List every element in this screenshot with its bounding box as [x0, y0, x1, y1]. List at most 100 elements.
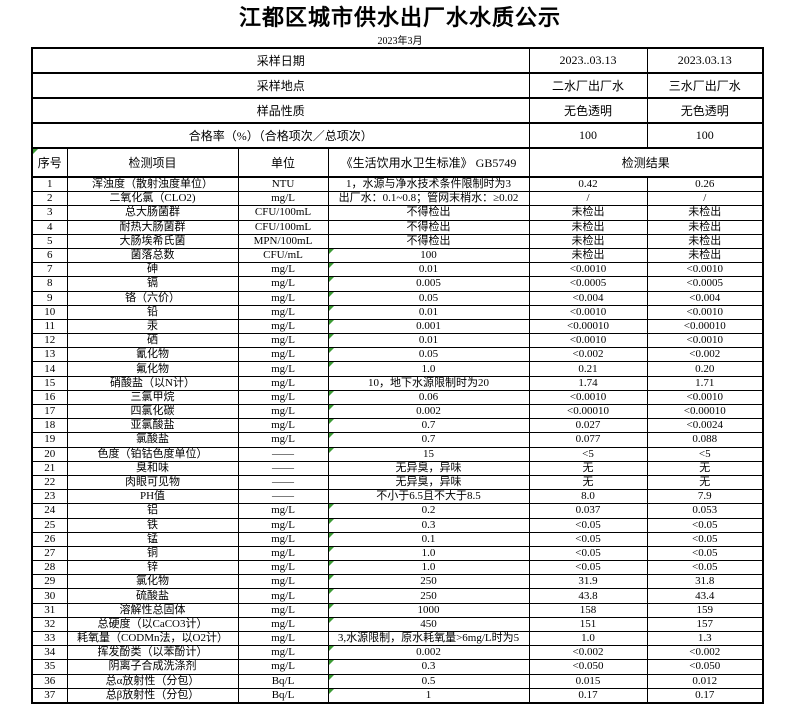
cell-indicator-icon — [329, 504, 334, 510]
index-cell: 17 — [31, 403, 68, 420]
result2-cell: 未检出 — [646, 247, 764, 264]
result2-cell: <0.05 — [646, 560, 764, 576]
table-row: 14 氟化物 mg/L 1.0 0.21 0.20 — [31, 361, 764, 377]
result2-cell: 无 — [646, 460, 764, 476]
result1-cell: <0.0010 — [528, 389, 648, 406]
unit-cell: mg/L — [237, 560, 329, 576]
result2-cell: 0.20 — [646, 361, 764, 377]
item-cell: 菌落总数 — [66, 247, 239, 264]
index-cell: 31 — [31, 602, 68, 618]
result2-cell: 未检出 — [646, 205, 764, 221]
item-cell: 挥发酚类（以苯酚计） — [66, 645, 239, 661]
standard-cell: 不得检出 — [327, 219, 530, 235]
result2-cell: <0.0010 — [646, 262, 764, 278]
table-row: 2 二氧化氯（CLO2) mg/L 出厂水：0.1~0.8；管网末梢水：≥0.02// — [31, 191, 764, 207]
table-row: 21 臭和味 —— 无异臭，异味无无 — [31, 460, 764, 476]
unit-cell: —— — [237, 474, 329, 491]
standard-cell: 0.01 — [327, 333, 530, 349]
index-cell: 6 — [31, 247, 68, 264]
result2-cell: <0.050 — [646, 659, 764, 675]
info-label-cell: 采样日期 — [31, 47, 530, 74]
index-cell: 26 — [31, 531, 68, 547]
info-value-cell: 无色透明 — [646, 97, 764, 124]
standard-cell: 1000 — [327, 602, 530, 618]
result2-cell: <0.0024 — [646, 418, 764, 434]
cell-indicator-icon — [329, 519, 334, 524]
standard-cell: 不得检出 — [327, 205, 530, 221]
table-row: 35 阴离子合成洗涤剂 mg/L 0.3 <0.050 <0.050 — [31, 659, 764, 675]
item-cell: 氰化物 — [66, 347, 239, 363]
unit-cell: mg/L — [237, 517, 329, 533]
index-cell: 20 — [31, 446, 68, 462]
standard-cell: 15 — [327, 446, 530, 462]
item-cell: 镉 — [66, 276, 239, 292]
table-row: 28 锌 mg/L 1.0 <0.05 <0.05 — [31, 560, 764, 576]
info-label-cell: 样品性质 — [31, 97, 530, 124]
table-row: 5 大肠埃希氏菌 MPN/100mL 不得检出 未检出 未检出 — [31, 233, 764, 249]
unit-cell: mg/L — [237, 531, 329, 547]
info-value-cell: 100 — [646, 122, 764, 149]
unit-cell: mg/L — [237, 602, 329, 618]
cell-indicator-icon — [329, 575, 334, 581]
water-quality-table: 采样日期 2023..03.13 2023.03.13 采样地点 二水厂出厂水 … — [31, 47, 764, 704]
index-cell: 32 — [31, 616, 68, 633]
index-cell: 34 — [31, 645, 68, 661]
col-item-header: 检测项目 — [66, 147, 239, 178]
item-cell: 阴离子合成洗涤剂 — [66, 659, 239, 675]
item-cell: 锌 — [66, 560, 239, 576]
standard-cell: 3,水源限制，原水耗氧量>6mg/L时为5 — [327, 630, 530, 647]
result1-cell: <0.00010 — [528, 403, 648, 420]
result2-cell: <5 — [646, 446, 764, 462]
index-cell: 4 — [31, 219, 68, 235]
cell-indicator-icon — [329, 433, 334, 439]
index-cell: 11 — [31, 318, 68, 335]
result1-cell: <0.002 — [528, 347, 648, 363]
standard-cell: 0.1 — [327, 531, 530, 547]
item-cell: 铬（六价） — [66, 290, 239, 306]
result2-cell: <0.0010 — [646, 389, 764, 406]
info-label-cell: 合格率（%）（合格项次／总项次） — [31, 122, 530, 149]
result2-cell: <0.002 — [646, 645, 764, 661]
col-standard-header: 《生活饮用水卫生标准》 GB5749 — [327, 147, 530, 178]
info-row-sample-nature: 样品性质 无色透明 无色透明 — [31, 97, 764, 124]
item-cell: 锰 — [66, 531, 239, 547]
cell-indicator-icon — [33, 149, 38, 154]
cell-indicator-icon — [329, 277, 334, 283]
table-row: 36 总α放射性（分包） Bq/L 0.5 0.015 0.012 — [31, 673, 764, 689]
unit-cell: mg/L — [237, 347, 329, 363]
cell-indicator-icon — [329, 362, 334, 368]
index-cell: 18 — [31, 418, 68, 434]
table-row: 17 四氯化碳 mg/L 0.002 <0.00010 <0.00010 — [31, 403, 764, 420]
item-cell: 臭和味 — [66, 460, 239, 476]
item-cell: 色度（铂钴色度单位） — [66, 446, 239, 462]
item-cell: 大肠埃希氏菌 — [66, 233, 239, 249]
standard-cell: 0.05 — [327, 290, 530, 306]
result1-cell: 158 — [528, 602, 648, 618]
standard-cell: 无异臭，异味 — [327, 460, 530, 476]
result1-cell: 未检出 — [528, 205, 648, 221]
result1-cell: 0.21 — [528, 361, 648, 377]
index-cell: 8 — [31, 276, 68, 292]
cell-indicator-icon — [329, 263, 334, 269]
cell-indicator-icon — [329, 589, 334, 595]
standard-cell: 0.01 — [327, 262, 530, 278]
result2-cell: 159 — [646, 602, 764, 618]
unit-cell: mg/L — [237, 191, 329, 207]
result2-cell: 1.71 — [646, 375, 764, 391]
standard-cell: 0.2 — [327, 503, 530, 519]
info-row-pass-rate: 合格率（%）（合格项次／总项次） 100 100 — [31, 122, 764, 149]
item-cell: 铁 — [66, 517, 239, 533]
unit-cell: mg/L — [237, 304, 329, 320]
col-unit-header: 单位 — [237, 147, 329, 178]
result2-cell: 0.17 — [646, 687, 764, 704]
result1-cell: <0.002 — [528, 645, 648, 661]
standard-cell: 出厂水：0.1~0.8；管网末梢水：≥0.02 — [327, 191, 530, 207]
cell-indicator-icon — [329, 419, 334, 425]
unit-cell: mg/L — [237, 375, 329, 391]
table-row: 4 耐热大肠菌群 CFU/100mL 不得检出 未检出 未检出 — [31, 219, 764, 235]
standard-cell: 0.002 — [327, 645, 530, 661]
result2-cell: 157 — [646, 616, 764, 633]
result2-cell: <0.05 — [646, 517, 764, 533]
unit-cell: mg/L — [237, 389, 329, 406]
result1-cell: / — [528, 191, 648, 207]
